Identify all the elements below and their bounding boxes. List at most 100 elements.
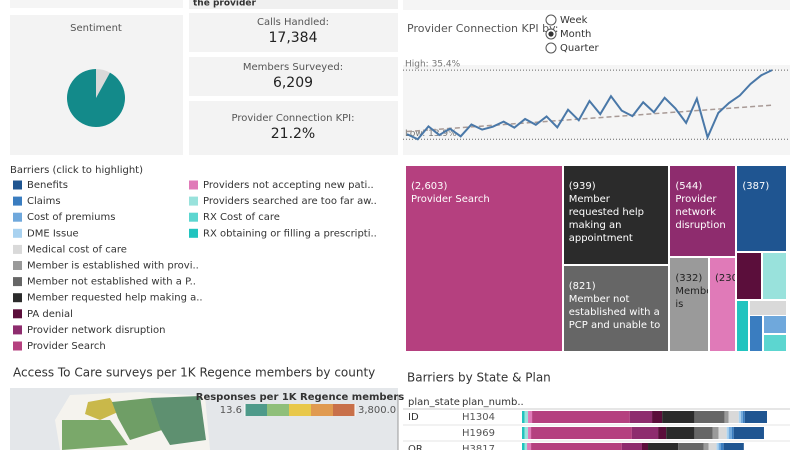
kpi-value: 21.2% [271,126,315,142]
colorbar-step [333,404,355,416]
bar-segment [716,443,719,450]
cell-label: Member is [675,285,708,310]
bar-title: Barriers by State & Plan [407,371,551,385]
legend-swatch [13,244,22,254]
legend-label[interactable]: Benefits [27,180,68,191]
state-label: OR [408,444,423,450]
bar-segment [531,443,622,450]
column-header: plan_state [408,397,460,408]
legend-swatch [13,325,22,335]
treemap-cell[interactable]: (2,603) Provider Search [405,165,563,352]
bar-segment [723,443,744,450]
radio-label: Month [560,29,591,40]
legend-swatch [13,261,22,270]
legend-label[interactable]: Providers not accepting new pati.. [203,180,374,191]
colorbar-step [289,404,311,416]
bar-segment [712,427,719,439]
legend-swatch [189,212,198,222]
bar-segment [524,427,526,439]
kpi-box [189,13,398,52]
bar-segment [522,427,525,439]
treemap-cell[interactable]: (230) [708,256,737,352]
colorbar-step [245,404,267,416]
colorbar-label: 13.6 [220,405,242,416]
legend-label[interactable]: Provider network disruption [27,325,165,336]
treemap-cell[interactable]: (821) Member not established with a PCP a… [562,264,670,352]
bar-segment [631,427,659,439]
colorbar-label: 3,800.0 [358,405,396,416]
legend-label[interactable]: Member requested help making a.. [27,293,203,304]
legend-swatch [13,196,22,206]
bar-segment [531,427,632,439]
treemap-cell[interactable] [763,333,787,352]
treemap-cell[interactable]: (544) Provider network disruption [669,165,737,257]
legend-swatch [189,196,198,206]
kpi-box [189,101,398,155]
legend-label[interactable]: Providers searched are too far aw.. [203,196,377,207]
legend-label[interactable]: RX Cost of care [203,212,280,223]
treemap-cell[interactable]: (939) Member requested help making an app… [562,165,670,265]
treemap-cell[interactable] [749,299,787,316]
treemap-cell[interactable] [736,251,763,300]
cell-label: Provider Search [411,194,490,205]
legend-swatch [13,293,22,303]
bar-segment [728,427,732,439]
kpi-value: 17,384 [269,30,318,46]
bar-segment [726,427,729,439]
treemap: (2,603) Provider Search (939) Member reques… [405,165,787,352]
legend-swatch [13,309,22,319]
reference-label: High: 35.4% [405,60,461,70]
bar-segment [733,427,764,439]
legend-label[interactable]: Claims [27,196,61,207]
bar-segment [720,443,724,450]
treemap-cell[interactable] [762,251,787,300]
treemap-cell[interactable]: (332)Member is [669,256,709,352]
cell-label: Provider network disruption [675,194,726,231]
bar-segment [658,427,667,439]
legend-label[interactable]: Medical cost of care [27,244,127,255]
legend-label[interactable]: PA denial [27,309,73,320]
treemap-cell[interactable]: (387) [736,165,787,252]
treemap-cell[interactable] [736,299,750,352]
radio[interactable] [545,14,557,26]
legend-swatch [13,212,22,222]
plan-label: H1969 [462,428,495,439]
cell-value: (2,603) [411,181,448,192]
bar-segment [524,411,526,423]
map-county [62,420,128,450]
legend-label[interactable]: Member is established with provi.. [27,261,199,272]
plan-label: H3817 [462,444,495,450]
cell-label: Member not established with a PCP and un… [568,293,661,331]
bar-segment [740,411,743,423]
pie-slice [67,69,125,127]
cell-label: Member requested help making an appointm… [568,194,645,244]
state-label: ID [408,412,419,423]
bar-segment [731,427,734,439]
treemap-cell[interactable] [763,314,787,334]
treemap-cell[interactable] [749,314,764,352]
kpi-value: 6,209 [273,75,313,91]
legend-label[interactable]: RX obtaining or filling a prescripti.. [203,228,377,239]
top-bar [10,0,183,8]
header-fragment: the provider [193,0,257,9]
top-bar [189,0,398,9]
legend-label[interactable]: Provider Search [27,341,106,352]
bar-segment [718,427,727,439]
column-header: plan_numb.. [462,397,524,408]
bar-segment [528,427,532,439]
legend-label[interactable]: DME Issue [27,228,79,239]
legend-label[interactable]: Cost of premiums [27,212,115,223]
legend-label[interactable]: Member not established with a P.. [27,277,196,288]
cell-value: (332) [675,272,703,284]
bar-segment [694,411,725,423]
line-title: Provider Connection KPI by: [407,22,559,35]
kpi-box [189,57,398,96]
bar-segment [744,411,767,423]
pie-slice [96,69,110,98]
bar-segment [738,411,741,423]
cell-value: (939) [568,181,596,192]
radio[interactable] [545,42,557,54]
cell-value: (544) [675,181,703,192]
bar-segment [648,443,679,450]
bar-segment [528,411,533,423]
